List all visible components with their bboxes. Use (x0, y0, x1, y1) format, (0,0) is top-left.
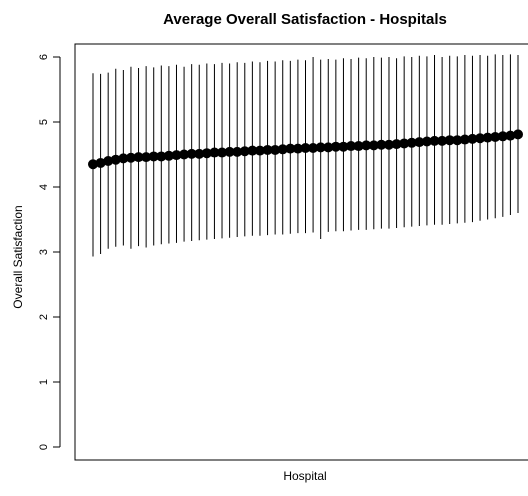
mean-point (482, 132, 493, 143)
mean-point (429, 135, 440, 146)
mean-point (277, 144, 288, 155)
mean-point (399, 138, 410, 149)
y-tick-label: 2 (38, 314, 50, 320)
mean-point (95, 157, 106, 168)
mean-point (292, 143, 303, 154)
mean-point (179, 149, 190, 160)
mean-point (459, 134, 470, 145)
mean-point (300, 143, 311, 153)
mean-point (406, 137, 417, 148)
mean-point (194, 148, 205, 159)
y-tick-label: 6 (38, 54, 50, 60)
y-tick-label: 1 (38, 379, 50, 385)
mean-point (262, 144, 273, 155)
y-axis-label: Overall Satisfaction (11, 205, 25, 308)
y-tick-label: 5 (38, 119, 50, 125)
error-bars (88, 54, 523, 257)
mean-point (239, 146, 250, 157)
chart-title: Average Overall Satisfaction - Hospitals (163, 11, 447, 28)
mean-point (186, 148, 197, 159)
mean-point (224, 146, 235, 157)
mean-point (232, 146, 243, 157)
mean-point (353, 141, 364, 152)
mean-point (285, 143, 296, 154)
mean-point (315, 142, 326, 153)
y-tick-label: 3 (38, 249, 50, 255)
mean-point (308, 143, 319, 153)
mean-point (490, 131, 501, 142)
y-axis-ticks: 0 1 2 3 4 5 6 (38, 54, 60, 450)
mean-point (156, 151, 167, 162)
x-axis-label: Hospital (283, 469, 326, 483)
mean-point (118, 153, 129, 164)
mean-point (338, 141, 349, 152)
mean-point (444, 135, 455, 146)
mean-point (505, 130, 516, 141)
mean-point (125, 152, 136, 163)
mean-point (103, 156, 114, 166)
mean-point (376, 139, 387, 150)
mean-point (88, 159, 98, 170)
mean-point (452, 135, 463, 146)
mean-point (254, 145, 265, 156)
mean-point (475, 133, 486, 144)
mean-point (346, 141, 357, 152)
mean-point (247, 145, 258, 156)
mean-point (171, 150, 182, 161)
mean-point (383, 139, 394, 150)
mean-point (368, 140, 379, 151)
mean-point (209, 147, 220, 158)
mean-point (330, 141, 341, 152)
plot-frame (74, 43, 528, 461)
mean-point (391, 139, 402, 150)
mean-point (141, 152, 152, 163)
mean-point (437, 135, 448, 146)
y-tick-label: 0 (38, 444, 50, 450)
y-tick-label: 4 (38, 184, 50, 190)
mean-point (497, 131, 508, 142)
mean-point (133, 152, 144, 163)
mean-point (270, 144, 281, 155)
mean-point (513, 129, 523, 140)
mean-point (467, 133, 478, 144)
mean-point (201, 148, 212, 159)
mean-point (110, 154, 121, 165)
mean-point (323, 142, 334, 153)
mean-point (217, 147, 228, 158)
mean-point (421, 136, 432, 147)
mean-point (148, 151, 159, 162)
mean-point (414, 137, 425, 148)
mean-point (361, 140, 372, 151)
mean-point (163, 150, 174, 161)
